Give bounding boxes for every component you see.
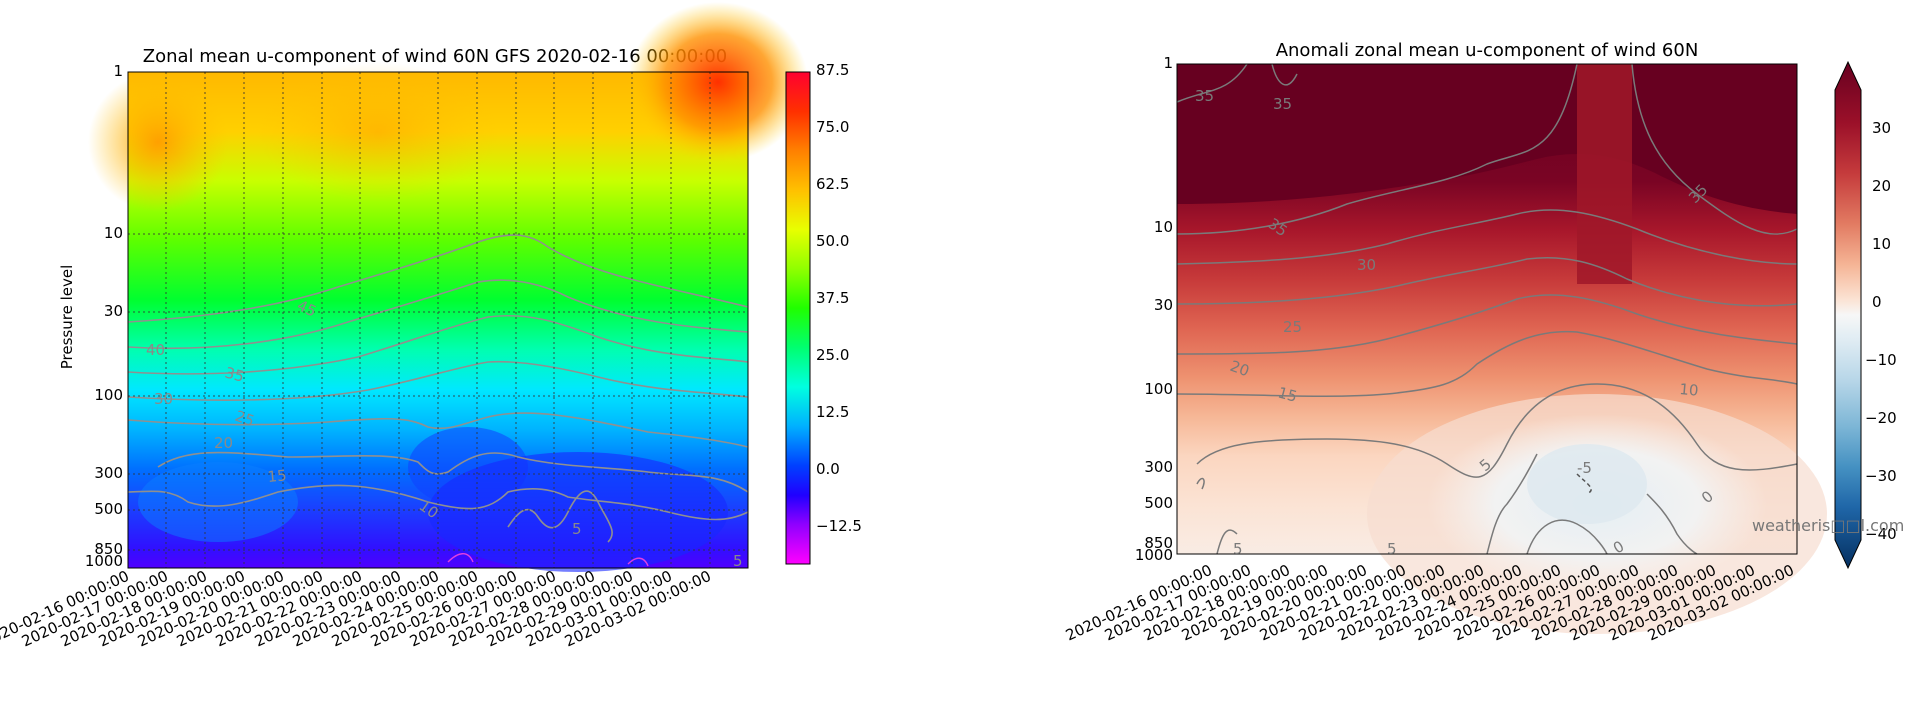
left-colorbar-tick: 25.0	[816, 346, 850, 364]
left-y-tick: 1000	[84, 552, 123, 570]
right-contour-label: 5	[1387, 540, 1397, 558]
right-colorbar-tick: 0	[1872, 293, 1882, 311]
right-contour-label: 10	[1679, 380, 1700, 400]
left-plot: 45 40 35 30 25 20 15 10 5 5	[88, 2, 808, 572]
right-y-tick: 850	[1144, 534, 1173, 552]
right-colorbar-tick: −40	[1865, 525, 1897, 543]
left-colorbar-tick: 0.0	[816, 460, 840, 478]
watermark: weatheris□□l.com	[1752, 516, 1905, 535]
left-colorbar-tick: 12.5	[816, 403, 850, 421]
left-colorbar-tick: 62.5	[816, 175, 850, 193]
right-contour-label: 25	[1283, 318, 1302, 336]
left-colorbar-tick: 50.0	[816, 232, 850, 250]
right-contour-label: 35	[1195, 87, 1214, 105]
right-contour-label: 20	[1228, 357, 1252, 380]
left-gridlines	[128, 72, 748, 568]
right-colorbar-tick: 20	[1872, 177, 1892, 195]
right-contour-label: 5	[1233, 540, 1243, 558]
left-y-tick: 10	[103, 224, 123, 242]
right-contour-label: 35	[1273, 95, 1292, 113]
left-colorbar-tick: 87.5	[816, 61, 850, 79]
right-colorbar-tick: 10	[1872, 235, 1892, 253]
right-contour-label: -5	[1577, 459, 1592, 477]
right-chart-title: Anomali zonal mean u-component of wind 6…	[1275, 40, 1699, 61]
right-y-tick: 300	[1144, 458, 1173, 476]
right-contour-label: 30	[1357, 256, 1376, 274]
right-plot: 35 35 35 35 30 25 20 15 10 5 5 5 -5 0 0	[1176, 63, 1827, 634]
left-contour-label: 20	[214, 434, 233, 452]
left-colorbar-tick: 75.0	[816, 118, 850, 136]
left-colorbar-tick: 37.5	[816, 289, 850, 307]
right-colorbar	[1834, 60, 1862, 570]
left-y-tick: 300	[94, 464, 123, 482]
right-y-tick: 1000	[1134, 546, 1173, 564]
left-contour-label: 30	[154, 390, 173, 408]
left-contour-label: 25	[233, 407, 257, 430]
left-contour-label: 35	[223, 363, 246, 385]
right-colorbar-tick: −20	[1865, 409, 1897, 427]
right-contour-label: 15	[1276, 383, 1299, 405]
left-y-tick: 1	[113, 62, 123, 80]
right-y-tick: 500	[1144, 494, 1173, 512]
left-colorbar-tick: −12.5	[816, 517, 862, 535]
right-y-tick: 30	[1153, 296, 1173, 314]
left-y-tick: 100	[94, 386, 123, 404]
right-colorbar-tick: −10	[1865, 351, 1897, 369]
right-y-tick: 1	[1163, 54, 1173, 72]
right-y-tick: 100	[1144, 380, 1173, 398]
left-y-tick: 850	[94, 540, 123, 558]
left-contour-label: 40	[146, 341, 165, 359]
right-colorbar-tick: −30	[1865, 467, 1897, 485]
left-y-tick: 500	[94, 500, 123, 518]
left-contour-label: 5	[733, 552, 743, 570]
left-contour-label: 5	[572, 520, 582, 538]
left-chart-title: Zonal mean u-component of wind 60N GFS 2…	[142, 46, 728, 67]
right-colorbar-tick: 30	[1872, 119, 1892, 137]
right-y-tick: 10	[1153, 218, 1173, 236]
left-y-axis-label: Pressure level	[58, 264, 76, 370]
left-contour-label: 15	[267, 466, 288, 486]
left-y-tick: 30	[103, 302, 123, 320]
left-colorbar	[785, 71, 811, 565]
